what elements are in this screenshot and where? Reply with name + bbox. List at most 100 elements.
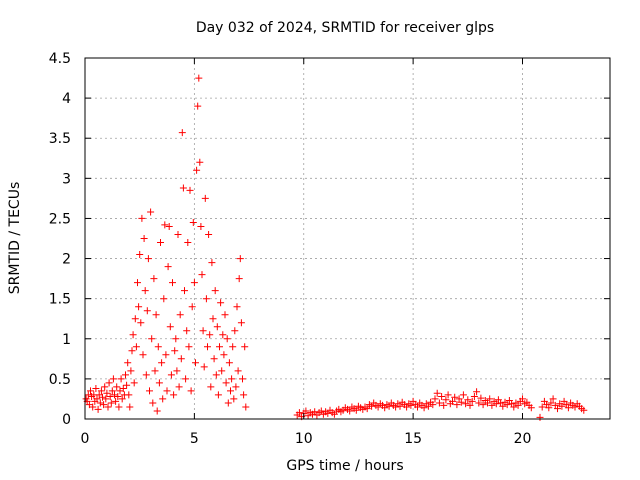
- data-point: [170, 391, 178, 399]
- data-point: [510, 403, 518, 411]
- data-point: [429, 401, 437, 409]
- y-tick-label: 2.5: [49, 211, 71, 227]
- data-point: [192, 359, 199, 367]
- data-point: [202, 295, 210, 303]
- data-point: [220, 351, 228, 359]
- data-point: [183, 327, 191, 335]
- data-point: [442, 396, 450, 404]
- data-point: [177, 355, 185, 363]
- data-point: [433, 389, 441, 397]
- x-tick-label: 5: [190, 431, 199, 447]
- data-point: [161, 221, 169, 229]
- data-point: [230, 395, 238, 403]
- data-point: [218, 367, 226, 375]
- data-point: [519, 395, 526, 403]
- data-point: [157, 239, 164, 246]
- data-point: [204, 343, 211, 351]
- data-point: [144, 255, 152, 263]
- data-point: [216, 343, 223, 351]
- data-point: [99, 393, 106, 401]
- data-point: [229, 343, 237, 351]
- data-point: [420, 404, 428, 412]
- data-point: [236, 255, 244, 263]
- data-point: [558, 402, 566, 410]
- grid: [85, 58, 610, 419]
- data-point: [193, 166, 201, 174]
- data-point: [564, 404, 572, 412]
- data-point: [206, 331, 214, 339]
- data-point: [148, 335, 156, 343]
- data-point: [240, 391, 248, 399]
- data-point: [468, 397, 476, 405]
- data-point: [87, 387, 94, 395]
- data-point: [150, 275, 158, 283]
- data-point: [396, 402, 404, 410]
- data-point: [462, 400, 470, 408]
- data-point: [96, 399, 104, 407]
- data-point: [363, 405, 371, 413]
- data-point: [424, 402, 432, 410]
- data-point: [138, 214, 146, 222]
- data-point: [179, 184, 187, 192]
- data-point: [176, 311, 184, 319]
- data-point: [159, 395, 167, 403]
- data-point: [142, 371, 150, 379]
- data-point: [107, 399, 115, 407]
- data-point: [217, 299, 225, 307]
- data-point: [154, 343, 162, 351]
- data-point: [237, 319, 245, 327]
- data-point: [213, 323, 221, 331]
- data-point: [407, 401, 415, 409]
- data-point: [453, 401, 461, 409]
- data-point: [132, 343, 140, 351]
- data-point: [196, 158, 204, 166]
- data-point: [486, 395, 494, 403]
- data-point: [131, 315, 139, 323]
- data-point: [129, 331, 137, 339]
- x-axis-label: GPS time / hours: [286, 458, 403, 474]
- data-point: [207, 383, 215, 391]
- data-point: [190, 279, 198, 287]
- y-tick-label: 4: [62, 91, 71, 107]
- data-point: [102, 395, 110, 403]
- data-point: [182, 375, 190, 383]
- data-point: [225, 359, 233, 367]
- data-point: [93, 395, 101, 403]
- x-tick-label: 15: [404, 431, 422, 447]
- data-point: [189, 219, 197, 226]
- data-point: [451, 393, 459, 401]
- data-point: [119, 385, 127, 392]
- data-point: [101, 383, 109, 391]
- data-point: [431, 395, 439, 403]
- data-point: [103, 389, 111, 397]
- data-point: [158, 359, 166, 367]
- data-point: [302, 407, 310, 415]
- data-point: [210, 355, 218, 363]
- data-point: [499, 402, 507, 410]
- data-point: [466, 401, 474, 409]
- data-point: [113, 383, 121, 391]
- data-point: [198, 271, 206, 279]
- data-point: [477, 394, 485, 402]
- data-point: [435, 399, 443, 407]
- data-point: [545, 404, 553, 412]
- data-point: [100, 401, 108, 409]
- data-point: [139, 351, 147, 359]
- data-point: [484, 399, 491, 407]
- data-point: [184, 239, 192, 246]
- data-point: [187, 387, 195, 395]
- data-point: [194, 102, 202, 110]
- data-point: [126, 403, 134, 411]
- data-point: [479, 401, 487, 409]
- x-tick-label: 20: [514, 431, 532, 447]
- data-point: [125, 391, 133, 399]
- data-point: [197, 223, 205, 230]
- data-point: [503, 401, 511, 409]
- data-point: [171, 347, 179, 355]
- data-point: [209, 315, 217, 323]
- data-point: [92, 385, 100, 392]
- data-point: [117, 375, 125, 383]
- data-point: [457, 398, 465, 406]
- data-point: [136, 251, 144, 258]
